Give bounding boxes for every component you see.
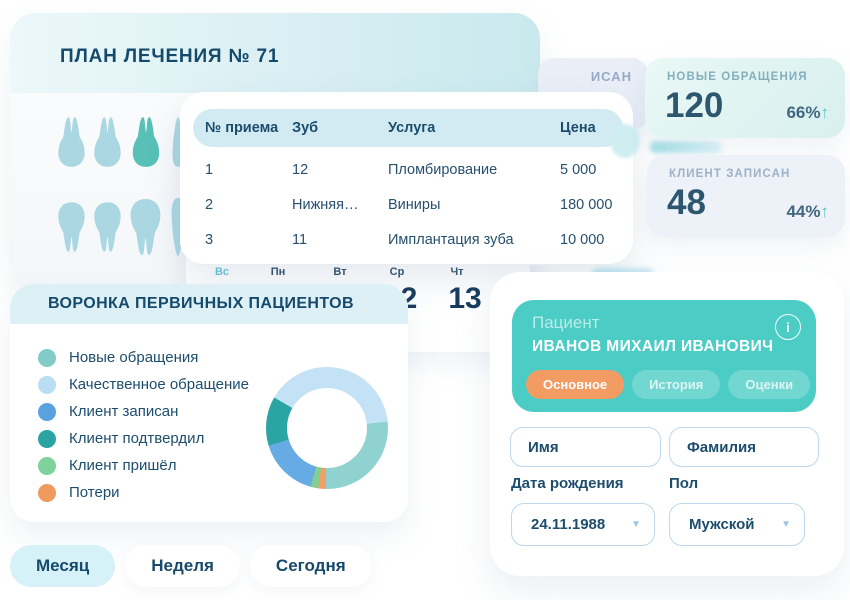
treatment-plan-header — [10, 13, 540, 93]
teeth-chart-lower-row — [56, 187, 188, 267]
legend-dot — [38, 483, 56, 502]
hidden-layer-fragment — [650, 141, 722, 153]
legend-item: Новые обращения — [38, 348, 249, 367]
patient-tabs: Основное История Оценки — [526, 370, 811, 399]
cell-service: Виниры — [388, 196, 441, 213]
stat-card-new-inquiries: НОВЫЕ ОБРАЩЕНИЯ 120 66%↑ — [645, 58, 845, 138]
tab-today[interactable]: Сегодня — [249, 545, 372, 587]
legend-label: Клиент пришёл — [69, 457, 177, 474]
patient-name: ИВАНОВ МИХАИЛ ИВАНОВИЧ — [532, 338, 774, 355]
funnel-legend: Новые обращения Качественное обращение К… — [38, 348, 249, 502]
legend-dot — [38, 375, 56, 394]
tooth-icon[interactable] — [128, 187, 163, 267]
tooth-icon[interactable] — [56, 187, 87, 267]
cell-tooth: 12 — [292, 161, 309, 178]
tooth-icon[interactable] — [92, 114, 123, 170]
chevron-down-icon: ▼ — [781, 519, 791, 530]
calendar-day-wed[interactable]: Ср — [389, 266, 405, 278]
stat-value: 48 — [667, 183, 706, 222]
first-name-input[interactable] — [510, 427, 661, 467]
legend-dot — [38, 402, 56, 421]
treatment-plan-title: ПЛАН ЛЕЧЕНИЯ № 71 — [60, 46, 280, 67]
last-name-input[interactable] — [669, 427, 819, 467]
tooth-icon[interactable] — [92, 187, 123, 267]
donut-hole — [287, 388, 367, 468]
period-tabs: Месяц Неделя Сегодня — [10, 545, 372, 587]
funnel-card-header — [10, 284, 408, 324]
tab-history[interactable]: История — [632, 370, 721, 399]
calendar-date[interactable]: 13 — [448, 282, 482, 315]
stat-label: КЛИЕНТ ЗАПИСАН — [669, 168, 791, 180]
gender-select[interactable]: Мужской ▼ — [669, 503, 805, 546]
table-row[interactable]: 2 Нижняя… Виниры 180 000 — [193, 187, 623, 222]
patient-card: Пациент ИВАНОВ МИХАИЛ ИВАНОВИЧ i Основно… — [512, 300, 816, 412]
birth-date-value: 24.11.1988 — [531, 516, 606, 533]
cell-tooth: Нижняя… — [292, 196, 359, 213]
stat-delta: 44%↑ — [786, 202, 830, 221]
cell-appointment: 2 — [205, 196, 214, 213]
treatment-table-card: № приема Зуб Услуга Цена 1 12 Пломбирова… — [180, 92, 633, 265]
teeth-chart-upper-row — [56, 114, 187, 170]
birth-date-select[interactable]: 24.11.1988 ▼ — [511, 503, 655, 546]
legend-item: Потери — [38, 483, 249, 502]
column-header-tooth: Зуб — [292, 120, 319, 136]
tab-ratings[interactable]: Оценки — [728, 370, 811, 399]
stat-delta: 66%↑ — [786, 103, 830, 122]
legend-label: Клиент подтвердил — [69, 430, 205, 447]
column-header-service: Услуга — [388, 120, 436, 136]
cell-price: 5 000 — [560, 161, 597, 178]
legend-label: Новые обращения — [69, 349, 199, 366]
tab-main[interactable]: Основное — [526, 370, 625, 399]
gender-value: Мужской — [689, 516, 755, 533]
legend-item: Клиент пришёл — [38, 456, 249, 475]
funnel-donut-chart — [266, 367, 388, 489]
legend-dot — [38, 429, 56, 448]
cell-appointment: 1 — [205, 161, 214, 178]
patient-funnel-card: ВОРОНКА ПЕРВИЧНЫХ ПАЦИЕНТОВ Новые обраще… — [10, 284, 408, 522]
gender-label: Пол — [669, 475, 699, 492]
table-header-row: № приема Зуб Услуга Цена — [193, 109, 623, 147]
legend-dot — [38, 456, 56, 475]
cell-tooth: 11 — [292, 231, 308, 248]
table-row[interactable]: 3 11 Имплантация зуба 10 000 — [193, 222, 623, 257]
arrow-up-icon: ↑ — [820, 202, 830, 221]
column-header-price: Цена — [560, 120, 596, 136]
cell-price: 180 000 — [560, 196, 613, 213]
hidden-stat-card-label: ИСАН — [590, 69, 632, 84]
calendar-day-mon[interactable]: Пн — [270, 266, 286, 278]
patient-panel: Пациент ИВАНОВ МИХАИЛ ИВАНОВИЧ i Основно… — [490, 272, 844, 576]
arrow-up-icon: ↑ — [820, 103, 830, 122]
legend-label: Потери — [69, 484, 120, 501]
chevron-down-icon: ▼ — [631, 519, 641, 530]
cell-price: 10 000 — [560, 231, 605, 248]
stat-card-client-booked: КЛИЕНТ ЗАПИСАН 48 44%↑ — [647, 155, 845, 237]
birth-date-label: Дата рождения — [511, 475, 624, 492]
calendar-day-sun[interactable]: Вс — [214, 266, 230, 278]
legend-item: Клиент подтвердил — [38, 429, 249, 448]
cell-appointment: 3 — [205, 231, 214, 248]
calendar-day-tue[interactable]: Вт — [333, 266, 347, 278]
cell-service: Пломбирование — [388, 161, 498, 178]
tooth-icon-selected[interactable] — [128, 114, 164, 170]
tab-month[interactable]: Месяц — [10, 545, 116, 587]
tooth-icon[interactable] — [56, 114, 87, 170]
legend-item: Качественное обращение — [38, 375, 249, 394]
table-row[interactable]: 1 12 Пломбирование 5 000 — [193, 152, 623, 187]
column-header-appointment: № приема — [205, 120, 279, 136]
stat-value: 120 — [665, 86, 724, 125]
legend-label: Клиент записан — [69, 403, 179, 420]
calendar-day-thu[interactable]: Чт — [450, 266, 464, 278]
legend-dot — [38, 348, 56, 367]
patient-card-label: Пациент — [532, 313, 600, 332]
tab-week[interactable]: Неделя — [125, 545, 240, 587]
funnel-card-title: ВОРОНКА ПЕРВИЧНЫХ ПАЦИЕНТОВ — [48, 295, 354, 312]
info-icon[interactable]: i — [775, 314, 801, 340]
legend-item: Клиент записан — [38, 402, 249, 421]
stat-label: НОВЫЕ ОБРАЩЕНИЯ — [667, 71, 808, 83]
hidden-layer-fragment — [610, 124, 640, 158]
cell-service: Имплантация зуба — [388, 231, 514, 248]
legend-label: Качественное обращение — [69, 376, 249, 393]
